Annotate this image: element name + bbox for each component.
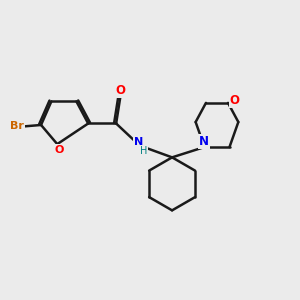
Text: N: N <box>134 137 143 147</box>
Text: Br: Br <box>10 122 24 131</box>
Text: O: O <box>116 84 126 97</box>
Text: N: N <box>199 135 209 148</box>
Text: O: O <box>230 94 239 107</box>
Text: H: H <box>140 146 147 156</box>
Text: O: O <box>55 145 64 155</box>
